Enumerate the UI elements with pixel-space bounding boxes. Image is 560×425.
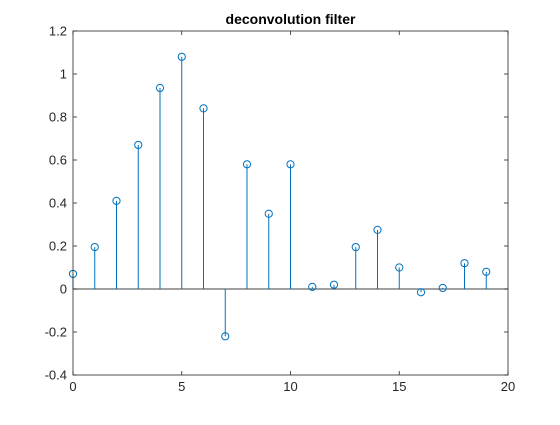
x-tick-labels: 0 5 10 15 20: [69, 379, 515, 394]
y-tick-label: 1.2: [49, 24, 67, 39]
x-tick-label: 10: [283, 379, 297, 394]
y-tick-label: 0: [60, 282, 67, 297]
x-tick-label: 5: [178, 379, 185, 394]
x-tick-label: 20: [501, 379, 515, 394]
x-tick-label: 15: [392, 379, 406, 394]
y-tick-label: 1: [60, 67, 67, 82]
y-tick-label: 0.6: [49, 153, 67, 168]
y-tick-labels: -0.4 -0.2 0 0.2 0.4 0.6 0.8 1 1.2: [45, 24, 67, 383]
chart-title: deconvolution filter: [226, 11, 356, 27]
y-tick-label: 0.2: [49, 239, 67, 254]
y-tick-label: -0.4: [45, 368, 67, 383]
y-tick-label: 0.8: [49, 110, 67, 125]
y-tick-label: -0.2: [45, 325, 67, 340]
y-tick-label: 0.4: [49, 196, 67, 211]
x-tick-label: 0: [69, 379, 76, 394]
